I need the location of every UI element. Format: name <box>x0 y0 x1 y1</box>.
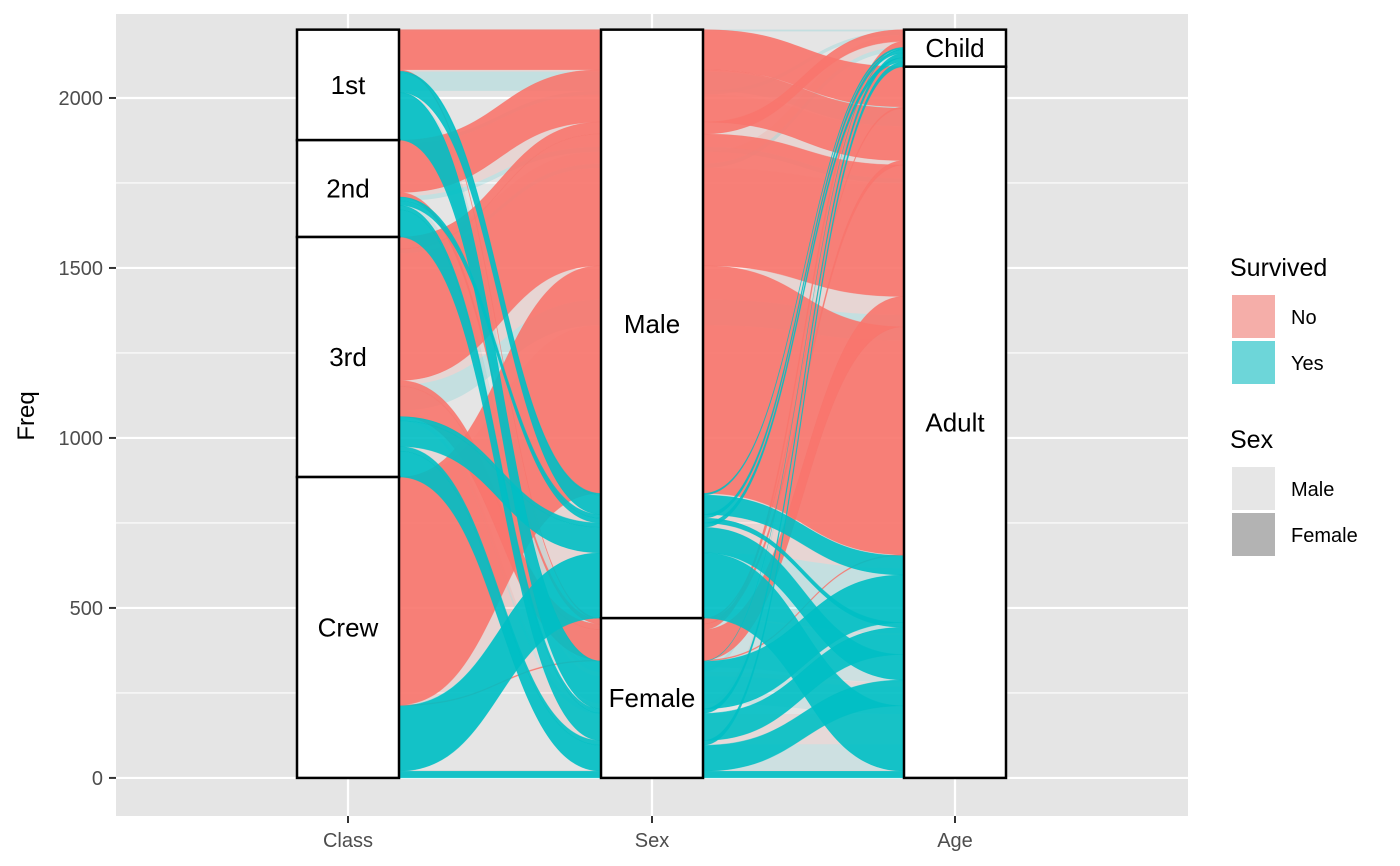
y-tick-label-1000: 1000 <box>59 428 104 450</box>
legend-title-survived: Survived <box>1230 254 1327 282</box>
y-tick-label-500: 500 <box>70 598 103 620</box>
legend-label-sex-male: Male <box>1291 479 1334 501</box>
legend-label-survived-yes: Yes <box>1291 353 1324 375</box>
stratum-class-1st <box>295 28 401 142</box>
y-tick-label-1500: 1500 <box>59 258 104 280</box>
stratum-class-crew <box>295 475 401 780</box>
y-tick-label-2000: 2000 <box>59 88 104 110</box>
stratum-class-3rd <box>295 235 401 479</box>
stratum-label-class-2nd: 2nd <box>326 174 369 204</box>
legend-swatch-survived-yes <box>1232 341 1275 384</box>
legend-swatch-sex-female <box>1232 513 1275 556</box>
stratum-label-age-adult: Adult <box>925 407 985 437</box>
y-axis-title: Freq <box>13 391 40 440</box>
stratum-sex-male <box>599 28 705 620</box>
x-tick-label-class: Class <box>323 830 373 852</box>
stratum-sex-female <box>599 616 705 780</box>
x-axis: Class Sex Age <box>323 816 973 852</box>
legend-title-sex: Sex <box>1230 426 1274 454</box>
legend-swatch-sex-male <box>1232 467 1275 510</box>
x-tick-label-sex: Sex <box>635 830 669 852</box>
y-axis: 0 500 1000 1500 2000 <box>59 88 116 790</box>
stratum-age-child <box>902 28 1008 68</box>
legend: Survived No Yes Sex Male Female <box>1230 254 1358 556</box>
stratum-label-class-1st: 1st <box>331 70 366 100</box>
legend-swatch-survived-no <box>1232 295 1275 338</box>
stratum-label-age-child: Child <box>925 33 984 63</box>
stratum-label-sex-male: Male <box>624 309 680 339</box>
legend-label-sex-female: Female <box>1291 525 1358 547</box>
legend-label-survived-no: No <box>1291 307 1317 329</box>
stratum-age-adult <box>902 65 1008 780</box>
stratum-label-sex-female: Female <box>609 683 696 713</box>
stratum-label-class-3rd: 3rd <box>329 342 367 372</box>
stratum-label-class-crew: Crew <box>318 612 379 642</box>
x-tick-label-age: Age <box>937 830 973 852</box>
strata: 1st 2nd 3rd Crew Male Female Child Adult <box>295 28 1008 780</box>
y-tick-label-0: 0 <box>92 768 103 790</box>
